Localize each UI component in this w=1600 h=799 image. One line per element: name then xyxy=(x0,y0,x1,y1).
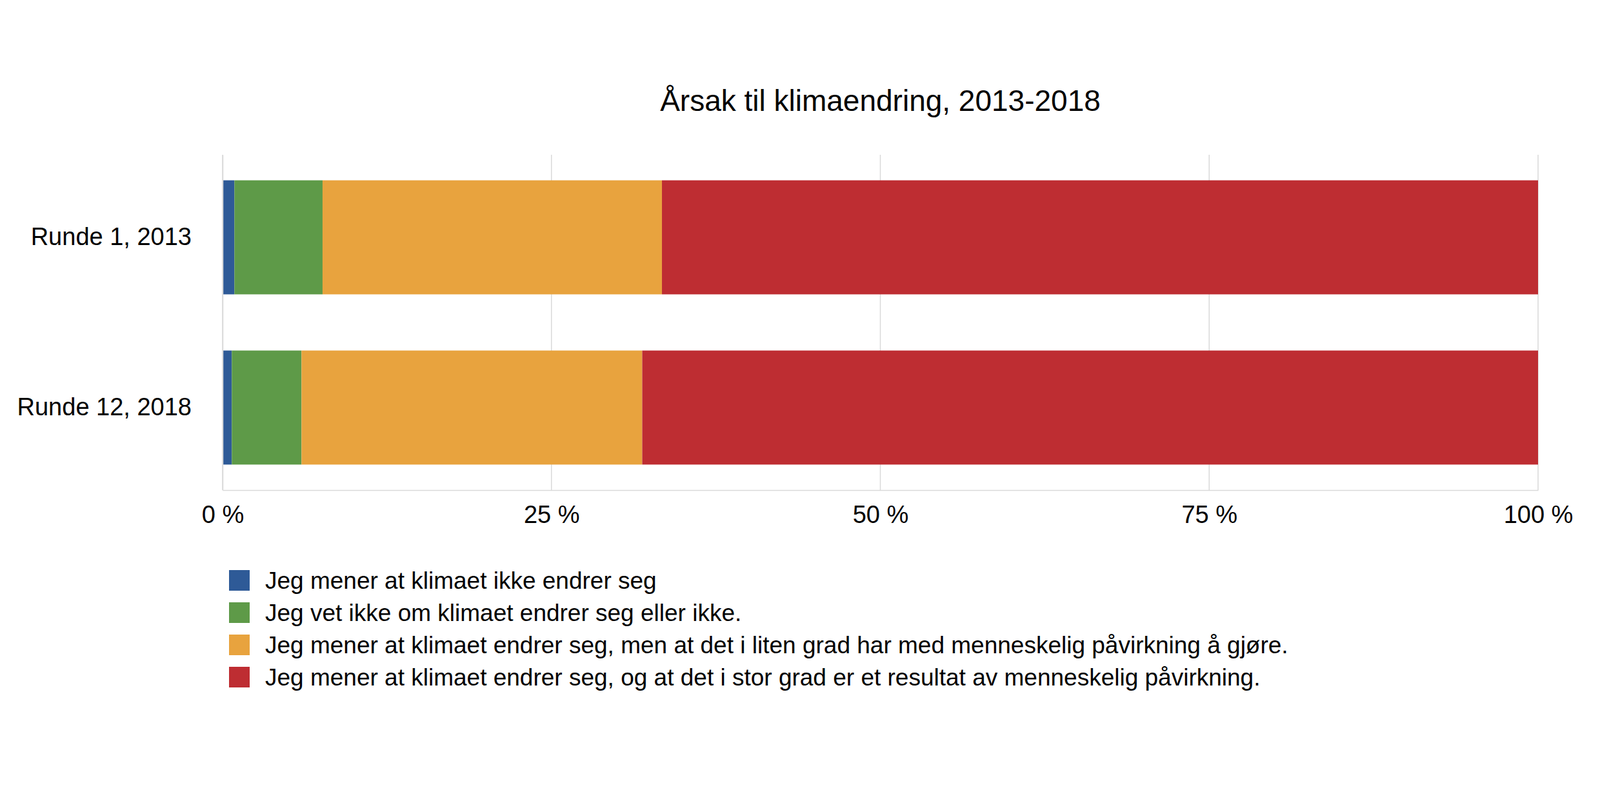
legend-swatch xyxy=(229,570,250,591)
legend-swatch xyxy=(229,667,250,688)
legend-item: Jeg mener at klimaet ikke endrer seg xyxy=(229,567,657,595)
series xyxy=(641,180,1539,466)
y-axis: Runde 1, 2013 Runde 12, 2018 xyxy=(17,155,224,491)
axis-line xyxy=(222,155,224,491)
bars xyxy=(222,180,1539,466)
tick: Runde 12, 2018 xyxy=(17,393,223,421)
bar xyxy=(641,350,1539,466)
bar xyxy=(234,180,323,295)
grid-line xyxy=(221,154,224,491)
bar xyxy=(301,350,642,466)
chart-svg: Årsak til klimaendring, 2013-2018 0 % 25 %… xyxy=(0,0,1600,799)
axis-line xyxy=(223,490,1539,492)
tick: Runde 1, 2013 xyxy=(30,223,223,251)
legend-item: Jeg vet ikke om klimaet endrer seg eller… xyxy=(229,600,742,627)
legend-label: Jeg mener at klimaet endrer seg, og at d… xyxy=(265,664,1260,691)
tick-label: 50 % xyxy=(852,501,910,529)
legend-label: Jeg vet ikke om klimaet endrer seg eller… xyxy=(265,600,742,627)
chart-title: Årsak til klimaendring, 2013-2018 xyxy=(660,83,1101,118)
tick: 25 % xyxy=(523,490,580,529)
legend-label: Jeg mener at klimaet endrer seg, men at … xyxy=(265,632,1289,659)
legend-swatch xyxy=(229,634,250,656)
tick: 75 % xyxy=(1181,490,1238,529)
bar xyxy=(222,350,232,466)
tick-label: 75 % xyxy=(1181,501,1238,529)
legend-label: Jeg mener at klimaet ikke endrer seg xyxy=(265,567,657,595)
legend: Jeg mener at klimaet ikke endrer seg Jeg … xyxy=(229,567,1289,691)
chart-container: Årsak til klimaendring, 2013-2018 0 % 25 %… xyxy=(0,0,1600,799)
tick-label: 25 % xyxy=(523,501,580,529)
bar xyxy=(222,180,235,295)
bar xyxy=(322,180,662,295)
legend-swatch xyxy=(229,602,250,624)
category-label: Runde 1, 2013 xyxy=(30,223,192,251)
grid xyxy=(222,154,1539,491)
legend-item: Jeg mener at klimaet endrer seg, og at d… xyxy=(229,664,1260,691)
series xyxy=(301,180,662,466)
tick-label: 0 % xyxy=(201,501,244,529)
bar xyxy=(231,350,302,466)
x-axis: 0 % 25 % 50 % 75 % 100 % xyxy=(201,490,1574,529)
tick: 50 % xyxy=(852,490,910,529)
tick-label: 100 % xyxy=(1503,501,1574,529)
bar xyxy=(661,180,1539,295)
tick: 0 % xyxy=(201,490,244,529)
tick: 100 % xyxy=(1503,490,1574,529)
legend-item: Jeg mener at klimaet endrer seg, men at … xyxy=(229,632,1289,659)
category-label: Runde 12, 2018 xyxy=(17,393,192,421)
